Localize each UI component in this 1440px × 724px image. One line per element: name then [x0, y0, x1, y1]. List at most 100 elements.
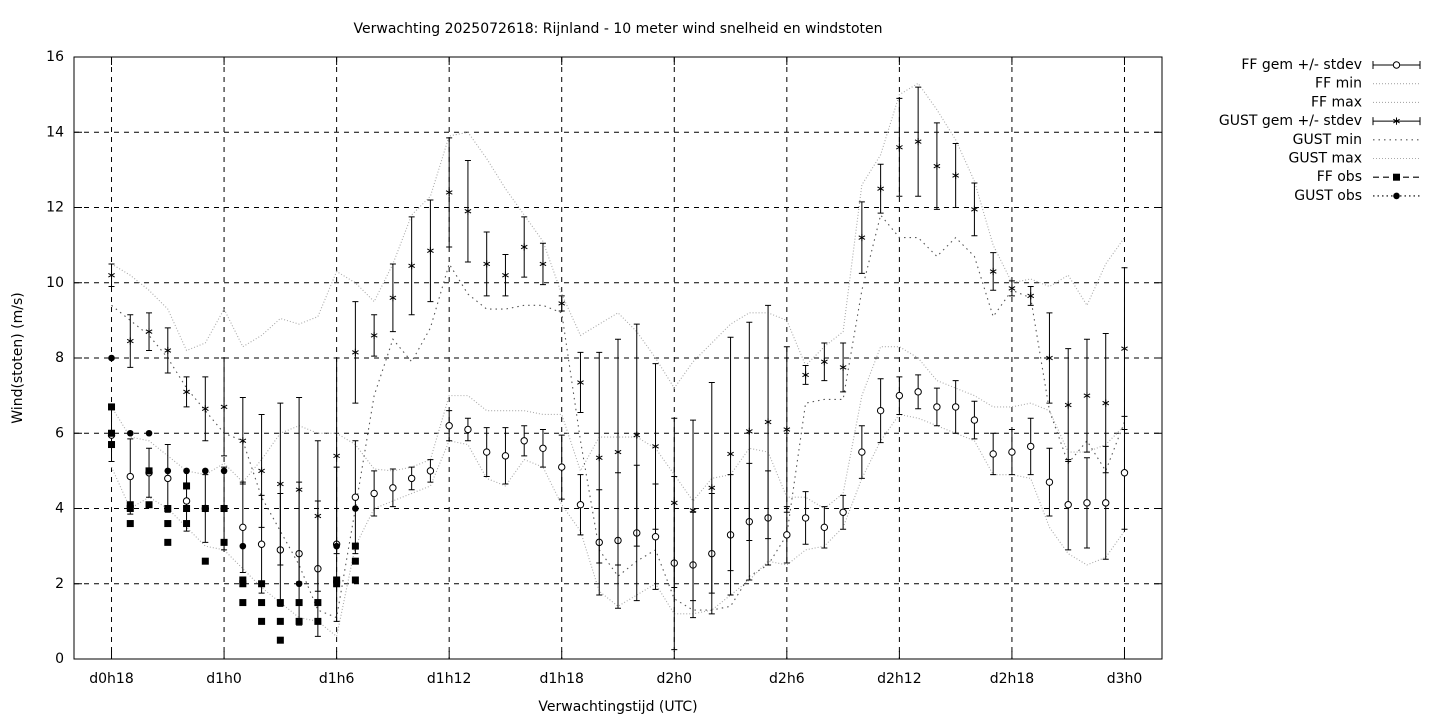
marker	[126, 472, 134, 481]
marker	[427, 247, 434, 255]
marker	[164, 467, 172, 475]
marker	[258, 617, 266, 625]
y-tick-label: 6	[55, 425, 64, 441]
legend-label: GUST gem +/- stdev	[1219, 113, 1362, 129]
chart-title: Verwachting 2025072618: Rijnland - 10 me…	[354, 21, 883, 37]
marker	[145, 501, 153, 509]
marker	[126, 337, 134, 345]
marker	[1026, 442, 1035, 451]
marker	[520, 243, 528, 251]
marker	[351, 576, 359, 584]
marker	[783, 531, 791, 539]
marker	[295, 580, 303, 588]
marker	[239, 523, 247, 532]
marker	[858, 234, 866, 242]
marker	[914, 388, 922, 396]
marker	[220, 538, 228, 546]
marker	[727, 450, 734, 458]
marker	[745, 427, 753, 435]
marker	[108, 354, 115, 362]
marker	[989, 450, 997, 458]
marker	[295, 599, 303, 607]
marker	[183, 505, 191, 512]
marker	[108, 441, 116, 449]
marker	[951, 403, 960, 411]
marker	[257, 540, 266, 548]
marker	[670, 499, 678, 507]
marker	[333, 576, 341, 584]
marker	[314, 512, 322, 520]
marker	[764, 418, 772, 426]
marker	[202, 467, 209, 475]
marker	[389, 294, 397, 302]
marker	[389, 484, 397, 492]
marker	[239, 580, 247, 588]
marker	[1083, 392, 1091, 400]
marker	[145, 328, 153, 336]
marker	[558, 299, 566, 308]
marker	[183, 388, 190, 396]
y-tick-label: 16	[46, 49, 64, 65]
x-tick-label: d3h0	[1107, 671, 1143, 687]
marker	[952, 171, 960, 180]
marker	[426, 467, 435, 475]
marker	[314, 617, 322, 625]
legend-label: FF obs	[1317, 169, 1362, 185]
marker	[933, 403, 941, 411]
series-line	[111, 82, 1125, 390]
marker	[295, 617, 303, 625]
marker	[1064, 401, 1072, 409]
legend-marker	[1393, 117, 1400, 125]
marker	[839, 508, 847, 516]
y-tick-label: 14	[46, 124, 64, 140]
marker	[370, 331, 378, 340]
legend-label: GUST min	[1293, 132, 1362, 148]
y-tick-label: 4	[55, 501, 64, 517]
marker	[314, 599, 322, 607]
marker	[164, 474, 172, 483]
x-tick-label: d1h6	[319, 671, 355, 687]
marker	[689, 506, 697, 514]
legend-marker	[1393, 192, 1400, 200]
marker	[970, 416, 979, 424]
marker	[183, 482, 191, 490]
legend-label: FF gem +/- stdev	[1241, 57, 1362, 73]
y-tick-label: 8	[55, 350, 64, 366]
marker	[989, 267, 997, 276]
marker	[258, 599, 266, 607]
legend-label: GUST max	[1289, 151, 1363, 167]
marker	[502, 271, 509, 279]
y-tick-label: 10	[46, 275, 64, 291]
marker	[126, 505, 134, 512]
marker	[1046, 354, 1053, 362]
x-tick-label: d0h18	[89, 671, 133, 687]
marker	[333, 580, 341, 588]
marker	[352, 505, 359, 512]
marker	[801, 514, 810, 522]
marker	[351, 557, 359, 565]
x-tick-label: d1h18	[539, 671, 583, 687]
series-line	[111, 213, 1125, 619]
marker	[577, 378, 584, 387]
marker	[351, 542, 359, 550]
marker	[539, 444, 547, 452]
x-tick-label: d1h0	[206, 671, 242, 687]
marker	[445, 422, 453, 430]
x-tick-label: d2h6	[769, 671, 805, 687]
marker	[820, 358, 828, 366]
marker	[595, 454, 603, 462]
marker	[276, 617, 284, 625]
marker	[164, 346, 172, 355]
y-tick-label: 0	[55, 651, 64, 667]
marker	[501, 452, 510, 460]
marker	[520, 437, 528, 445]
marker	[220, 403, 228, 411]
marker	[708, 484, 716, 492]
marker	[464, 425, 472, 434]
x-tick-label: d1h12	[427, 671, 471, 687]
marker	[220, 505, 228, 512]
marker	[108, 429, 116, 437]
marker	[1027, 292, 1035, 300]
marker	[126, 501, 134, 509]
